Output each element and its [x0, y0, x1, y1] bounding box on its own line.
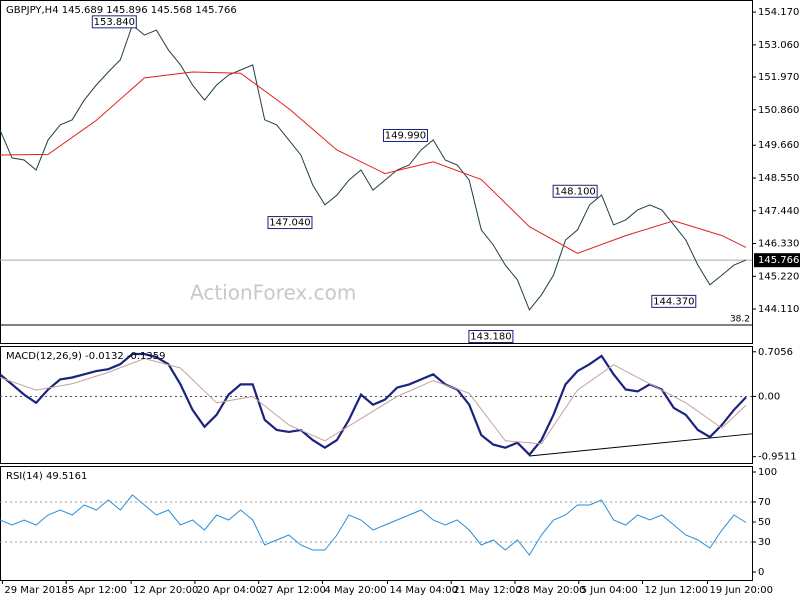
y-tick-label: 144.110	[758, 304, 799, 315]
panel-title: RSI(14) 49.5161	[6, 471, 87, 482]
current-price-box	[754, 253, 800, 268]
series-line	[0, 352, 747, 457]
series-line	[0, 24, 747, 311]
y-tick-label: 147.440	[758, 206, 799, 217]
y-tick-label: 149.660	[758, 140, 799, 151]
current-price-label: 145.766	[758, 255, 799, 266]
annotation-box	[552, 184, 598, 198]
y-tick-label: 0.7056	[758, 347, 793, 358]
y-tick-label: 50	[758, 517, 771, 528]
annotation-label: 147.040	[269, 218, 310, 229]
x-tick-label: 21 May 12:00	[453, 585, 522, 596]
y-tick-label: 154.170	[758, 7, 799, 18]
y-tick-label: 70	[758, 497, 771, 508]
annotation-label: 143.180	[470, 332, 511, 343]
x-tick-label: 12 Jun 12:00	[645, 585, 709, 596]
x-tick-label: 28 May 20:00	[517, 585, 586, 596]
trendline	[529, 433, 753, 457]
panel-title: MACD(12,26,9) -0.0132 -0.1359	[6, 351, 166, 362]
annotation-label: 144.370	[653, 296, 694, 307]
y-tick-label: 148.550	[758, 173, 799, 184]
fib-label: 38.2	[730, 314, 750, 324]
series-line	[0, 494, 747, 556]
y-tick-label: 146.330	[758, 239, 799, 250]
y-tick-label: 153.060	[758, 40, 799, 51]
annotation-box	[91, 15, 137, 29]
panel-frame	[0, 346, 753, 464]
x-tick-label: 12 Apr 20:00	[133, 585, 198, 596]
y-tick-label: 145.220	[758, 271, 799, 282]
panel-frame	[0, 0, 753, 344]
annotation-label: 149.990	[385, 130, 426, 141]
y-tick-label: 30	[758, 537, 771, 548]
series-line	[0, 357, 747, 445]
y-tick-label: 0.00	[758, 391, 780, 402]
annotation-box	[267, 216, 313, 230]
x-tick-label: 5 Apr 12:00	[68, 585, 127, 596]
x-tick-label: 4 May 20:00	[324, 585, 386, 596]
watermark: ActionForex.com	[190, 281, 356, 305]
series-line	[0, 71, 747, 254]
x-tick-label: 5 Jun 04:00	[581, 585, 638, 596]
y-tick-label: 151.970	[758, 72, 799, 83]
annotation-box	[382, 128, 428, 142]
y-tick-label: -0.9511	[758, 452, 797, 463]
y-tick-label: 100	[758, 467, 777, 478]
y-tick-label: 150.860	[758, 105, 799, 116]
annotation-label: 148.100	[554, 186, 595, 197]
annotation-label: 153.840	[94, 17, 135, 28]
x-tick-label: 19 Jun 20:00	[709, 585, 773, 596]
panel-frame	[0, 466, 753, 581]
annotation-box	[651, 294, 697, 308]
x-tick-label: 27 Apr 12:00	[261, 585, 326, 596]
x-tick-label: 20 Apr 04:00	[197, 585, 262, 596]
annotation-box	[468, 330, 514, 344]
x-tick-label: 29 Mar 2018	[4, 585, 67, 596]
y-tick-label: 0	[758, 567, 764, 578]
x-tick-label: 14 May 04:00	[389, 585, 458, 596]
panel-title: GBPJPY,H4 145.689 145.896 145.568 145.76…	[6, 5, 237, 16]
